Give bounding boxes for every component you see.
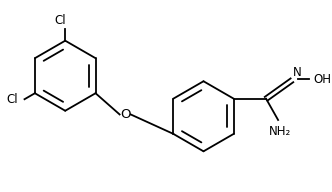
Text: Cl: Cl (55, 14, 66, 27)
Text: OH: OH (313, 73, 331, 86)
Text: O: O (120, 108, 130, 121)
Text: N: N (293, 66, 301, 79)
Text: NH₂: NH₂ (269, 125, 291, 138)
Text: Cl: Cl (6, 93, 18, 106)
